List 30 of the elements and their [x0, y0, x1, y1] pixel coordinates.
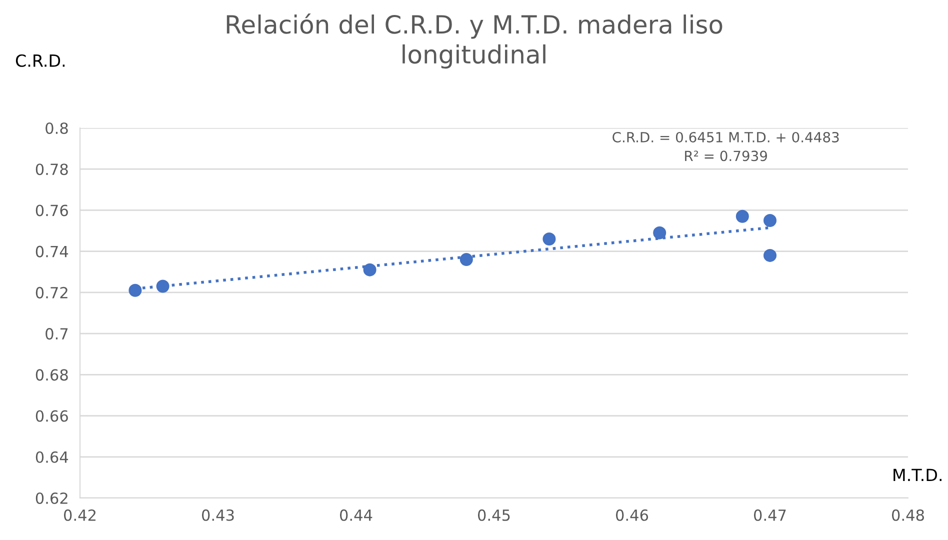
x-axis-title: M.T.D.	[894, 468, 942, 481]
y-tick-label: 0.76	[36, 204, 68, 216]
y-tick-label: 0.66	[36, 410, 68, 422]
point	[653, 226, 666, 240]
point	[128, 284, 142, 297]
x-tick-label: 0.48	[892, 509, 924, 521]
y-tick-label: 0.7	[46, 328, 68, 340]
point	[736, 210, 749, 223]
chart-title: Relación del C.R.D. y M.T.D. madera liso longitudinal	[226, 14, 722, 69]
y-tick-label: 0.62	[36, 492, 68, 504]
y-axis-title: C.R.D.	[16, 54, 65, 67]
y-tick-label: 0.68	[36, 369, 68, 381]
x-tick-label: 0.46	[616, 509, 648, 521]
x-tick-label: 0.45	[478, 509, 510, 521]
y-tick-label: 0.64	[36, 451, 68, 463]
point	[156, 280, 170, 293]
point	[363, 263, 376, 276]
x-tick-label: 0.44	[340, 509, 372, 521]
y-tick-label: 0.78	[36, 164, 68, 176]
point	[460, 253, 473, 266]
y-tick-label: 0.74	[36, 246, 68, 258]
x-tick-label: 0.43	[202, 509, 234, 521]
y-tick-label: 0.72	[36, 286, 68, 298]
x-tick-label: 0.47	[754, 509, 786, 521]
x-tick-label: 0.42	[64, 509, 96, 521]
point	[763, 214, 777, 228]
y-tick-label: 0.8	[46, 122, 68, 134]
point	[542, 232, 556, 246]
point	[763, 248, 777, 262]
annotation: C.R.D. = 0.6451 M.T.D. + 0.4483 R² = 0.7939	[612, 132, 839, 162]
